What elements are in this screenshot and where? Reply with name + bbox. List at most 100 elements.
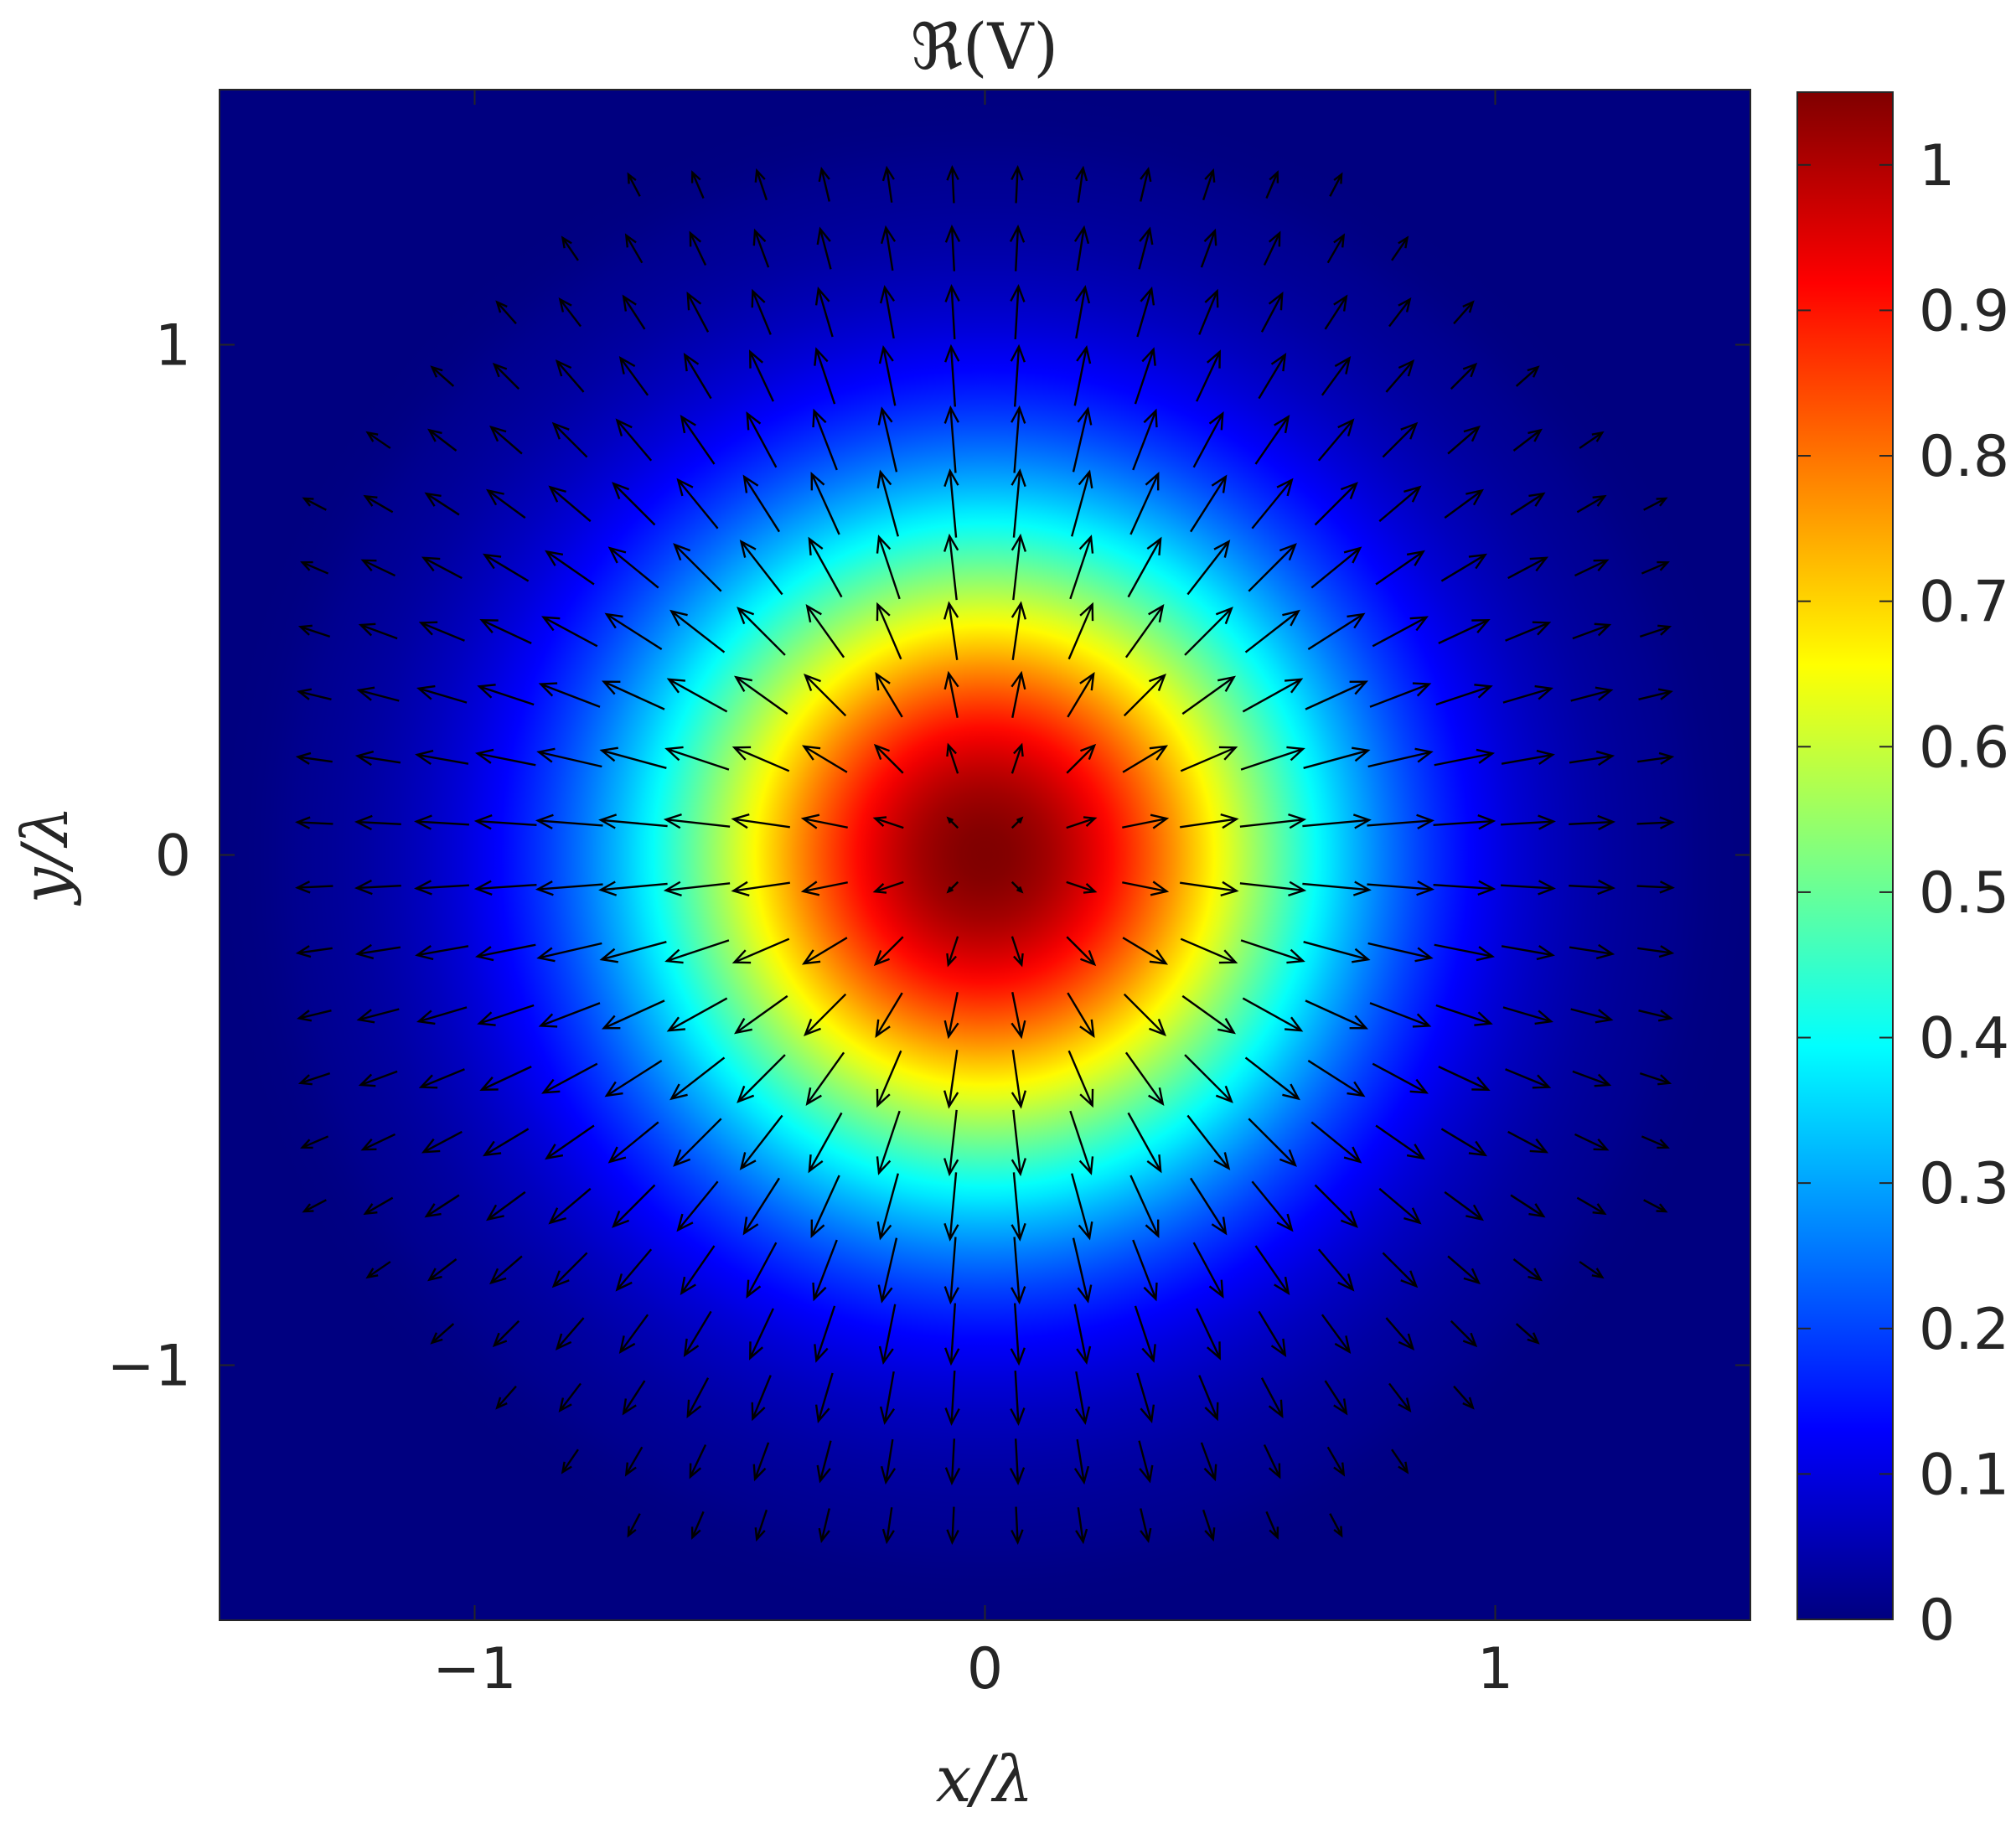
- colorbar-tick-label: 0.2: [1919, 1297, 2009, 1363]
- quiver-arrow: [418, 621, 465, 642]
- x-axis: −1 0 1: [432, 90, 1513, 1702]
- colorbar-tick-label: 0.7: [1919, 570, 2009, 636]
- quiver-arrow: [690, 1511, 705, 1540]
- quiver-arrow: [1180, 881, 1239, 897]
- quiver-arrow: [474, 943, 536, 962]
- quiver-arrow: [676, 478, 719, 529]
- quiver-arrow: [1307, 1060, 1366, 1097]
- quiver-arrow: [1138, 226, 1154, 270]
- quiver-arrow: [1440, 553, 1488, 582]
- quiver-arrow: [1011, 165, 1024, 204]
- quiver-arrow: [1181, 675, 1236, 715]
- colorbar-tick-label: 0: [1919, 1588, 1955, 1654]
- quiver-arrow: [1071, 469, 1093, 537]
- quiver-arrow: [1066, 936, 1097, 967]
- quiver-arrow: [1132, 1239, 1158, 1302]
- quiver-arrow: [492, 1319, 520, 1348]
- quiver-arrow: [880, 225, 897, 271]
- quiver-arrow: [1258, 352, 1287, 400]
- quiver-arrow: [1303, 746, 1371, 769]
- quiver-arrow: [946, 881, 959, 894]
- quiver-arrow: [1579, 1261, 1605, 1279]
- quiver-arrow: [1127, 536, 1162, 598]
- quiver-arrow: [666, 997, 728, 1032]
- quiver-arrow: [624, 233, 644, 264]
- quiver-arrow: [599, 941, 667, 963]
- quiver-arrow: [1009, 224, 1026, 271]
- quiver-arrow: [1643, 497, 1668, 511]
- quiver-arrow: [354, 943, 401, 960]
- quiver-arrow: [881, 165, 895, 203]
- quiver-arrow: [1010, 1303, 1026, 1366]
- quiver-arrow: [731, 746, 790, 772]
- quiver-arrow: [808, 536, 843, 598]
- quiver-arrow: [1073, 344, 1092, 406]
- quiver-arrow: [1438, 619, 1491, 644]
- quiver-arrow: [872, 816, 904, 829]
- quiver-arrow: [946, 816, 959, 829]
- quiver-arrow: [683, 352, 712, 400]
- quiver-arrow: [1388, 297, 1412, 328]
- quiver-arrow: [1636, 816, 1675, 829]
- quiver-arrow: [615, 418, 653, 462]
- quiver-arrow: [1324, 294, 1348, 330]
- quiver-arrow: [295, 945, 333, 958]
- quiver-arrow: [627, 172, 641, 197]
- quiver-arrow: [1129, 471, 1160, 535]
- quiver-arrow: [482, 553, 530, 582]
- quiver-arrow: [561, 1449, 579, 1474]
- quiver-arrow: [1317, 1248, 1355, 1292]
- quiver-arrow: [673, 543, 722, 592]
- quiver-arrow: [749, 349, 774, 402]
- quiver-arrow: [430, 365, 455, 387]
- quiver-arrow: [1329, 1513, 1343, 1538]
- quiver-arrow: [354, 814, 401, 831]
- quiver-arrow: [944, 343, 960, 407]
- quiver-arrow: [801, 745, 848, 773]
- quiver-arrow: [1202, 1509, 1216, 1542]
- quiver-arrow: [1073, 1438, 1090, 1485]
- quiver-arrow: [1324, 1380, 1348, 1416]
- quiver-arrow: [1579, 431, 1605, 449]
- quiver-arrow: [1326, 1446, 1346, 1477]
- quiver-arrow: [686, 1377, 710, 1419]
- quiver-arrow: [731, 937, 790, 964]
- quiver-arrow: [1190, 1177, 1228, 1236]
- quiver-arrow: [541, 616, 598, 648]
- quiver-arrow: [297, 688, 332, 700]
- quiver-arrow: [1258, 1310, 1287, 1358]
- quiver-arrow: [1391, 235, 1409, 261]
- quiver-arrow: [873, 743, 904, 774]
- quiver-arrow: [1501, 880, 1556, 896]
- quiver-arrow: [812, 408, 838, 471]
- quiver-arrow: [538, 1002, 601, 1028]
- quiver-arrow: [495, 1385, 517, 1410]
- quiver-arrow: [551, 1252, 588, 1288]
- quiver-arrow: [1639, 624, 1672, 638]
- quiver-arrow: [1434, 748, 1496, 767]
- y-tick-label: 1: [155, 313, 191, 380]
- quiver-arrow: [1501, 944, 1555, 961]
- quiver-arrow: [1382, 1252, 1419, 1288]
- quiver-arrow: [739, 540, 783, 596]
- quiver-arrow: [1388, 1382, 1412, 1413]
- quiver-arrow: [943, 405, 959, 473]
- quiver-arrow: [1378, 1187, 1422, 1225]
- quiver-arrow: [1265, 170, 1279, 199]
- quiver-arrow: [1372, 616, 1429, 648]
- quiver-arrow: [1510, 492, 1546, 516]
- quiver-arrow: [876, 469, 899, 537]
- quiver-arrow: [1637, 751, 1675, 765]
- quiver-arrow: [752, 228, 770, 268]
- quiver-arrow: [946, 936, 959, 968]
- quiver-arrow: [879, 1371, 896, 1425]
- quiver-arrow: [545, 1124, 595, 1160]
- quiver-arrow: [1069, 1110, 1094, 1175]
- quiver-arrow: [1186, 540, 1231, 596]
- quiver-arrow: [943, 1050, 959, 1109]
- quiver-arrow: [944, 1303, 960, 1366]
- quiver-arrow: [804, 993, 847, 1036]
- y-axis: −1 0 1: [107, 313, 1750, 1400]
- quiver-arrow: [1010, 343, 1026, 407]
